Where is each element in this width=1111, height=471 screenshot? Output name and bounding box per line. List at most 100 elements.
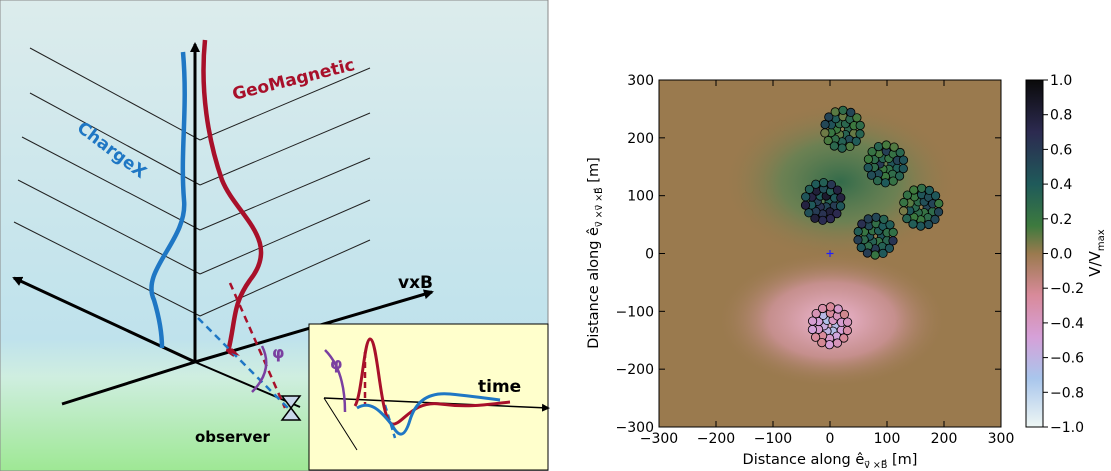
antenna-marker — [885, 220, 895, 230]
y-tick-label: −300 — [616, 420, 654, 436]
x-tick-label: −300 — [640, 431, 678, 447]
positive-lobe — [722, 102, 958, 262]
antenna-marker — [825, 302, 836, 312]
colorbar-ticks: 1.0 0.8 0.6 0.4 0.2 0.0 −0.2 −0.4 −0.6 −0.8 −1.0 — [1043, 73, 1084, 436]
antenna-cluster — [898, 183, 944, 231]
antenna-marker — [835, 201, 846, 211]
y-tick-label: −200 — [616, 362, 654, 378]
coordinate-axes — [12, 42, 434, 408]
antenna-marker — [837, 143, 847, 153]
antenna-marker — [902, 214, 912, 224]
antenna-clusters — [800, 105, 944, 350]
antenna-marker — [872, 176, 883, 186]
inset-phi-label: φ — [330, 354, 343, 373]
antenna-marker — [807, 316, 818, 326]
antenna-marker — [838, 105, 848, 115]
colorbar-tick-label: −0.6 — [1050, 351, 1084, 367]
schematic-panel: φ ChargeX GeoMagnetic vxB observer φ tim… — [0, 0, 550, 471]
colorbar-tick-label: 0.8 — [1050, 108, 1072, 124]
antenna-marker — [811, 308, 821, 319]
heatmap-chart: −300 −200 −100 0 100 200 300 −300 −200 −100 0 100 2… — [586, 73, 1107, 471]
antenna-marker — [895, 147, 905, 158]
antenna-marker — [832, 338, 843, 348]
antenna-marker — [818, 178, 829, 188]
colorbar-tick-label: −0.4 — [1050, 316, 1084, 332]
antenna-marker — [820, 119, 830, 130]
y-tick-label: −100 — [616, 304, 654, 320]
antenna-marker — [856, 242, 866, 253]
antenna-marker — [800, 200, 811, 210]
geomagnetic-dash — [228, 282, 287, 409]
y-tick-label: 100 — [627, 189, 654, 205]
antenna-marker — [889, 142, 899, 152]
antenna-marker — [825, 214, 836, 224]
antenna-marker — [824, 112, 834, 122]
antenna-marker — [839, 309, 850, 319]
antenna-cluster — [800, 178, 846, 225]
antenna-marker — [917, 183, 927, 193]
antenna-marker — [823, 135, 833, 146]
antenna-marker — [867, 147, 877, 157]
antenna-marker — [863, 163, 873, 173]
antenna-marker — [810, 213, 820, 223]
y-tick-label: 300 — [627, 73, 654, 89]
antenna-marker — [909, 185, 919, 195]
antenna-marker — [930, 214, 940, 224]
colorbar-tick-label: −0.2 — [1050, 281, 1084, 297]
antenna-marker — [824, 340, 835, 350]
x-tick-label: 100 — [874, 431, 901, 447]
antenna-marker — [826, 180, 837, 190]
antenna-marker — [855, 129, 865, 139]
antenna-marker — [817, 303, 828, 314]
antenna-marker — [934, 198, 944, 209]
antenna-marker — [866, 170, 877, 180]
antenna-marker — [845, 141, 855, 151]
antenna-marker — [818, 215, 828, 225]
antenna-marker — [820, 128, 830, 138]
antenna-marker — [916, 221, 926, 231]
antenna-marker — [888, 176, 898, 186]
antenna-marker — [902, 190, 913, 200]
observer-label: observer — [195, 428, 270, 446]
antenna-marker — [836, 193, 846, 203]
waveform-inset: φ time — [308, 323, 550, 471]
antenna-marker — [853, 235, 863, 245]
antenna-cluster — [863, 140, 909, 188]
vxb-label: vxB — [398, 273, 433, 293]
antenna-marker — [857, 219, 867, 229]
antenna-cluster — [807, 302, 853, 350]
inset-time-label: time — [478, 377, 521, 397]
chargex-curve — [149, 51, 187, 349]
x-tick-label: −100 — [754, 431, 792, 447]
inset-ground-line — [323, 397, 358, 451]
y-axis-label: Distance along êv⃗ ×v⃗ ×B⃗ [m] — [586, 157, 605, 349]
chargex-dash — [197, 317, 289, 409]
inset-phi-arc — [324, 349, 347, 413]
x-tick-label: 0 — [826, 431, 835, 447]
antenna-marker — [898, 155, 909, 165]
antenna-cluster — [820, 105, 865, 153]
x-ticks: −300 −200 −100 0 100 200 300 — [640, 80, 1015, 447]
antenna-marker — [898, 206, 909, 216]
antenna-marker — [908, 219, 918, 229]
antenna-marker — [853, 226, 863, 237]
colorbar-tick-label: 0.4 — [1050, 177, 1072, 193]
antenna-marker — [807, 324, 818, 335]
antenna-marker — [842, 325, 853, 336]
antenna-marker — [879, 214, 889, 224]
antenna-marker — [833, 304, 843, 314]
colorbar-tick-label: 0.2 — [1050, 212, 1072, 228]
antenna-marker — [899, 197, 909, 208]
antenna-marker — [830, 107, 840, 117]
antenna-marker — [863, 214, 873, 224]
antenna-marker — [855, 120, 865, 131]
antenna-marker — [870, 250, 880, 260]
antenna-marker — [923, 219, 934, 230]
antenna-marker — [851, 136, 861, 146]
x-tick-label: 200 — [931, 431, 958, 447]
x-tick-label: 300 — [988, 431, 1015, 447]
antenna-marker — [862, 248, 873, 258]
antenna-marker — [884, 243, 895, 253]
colorbar-tick-label: 0.6 — [1050, 142, 1072, 158]
